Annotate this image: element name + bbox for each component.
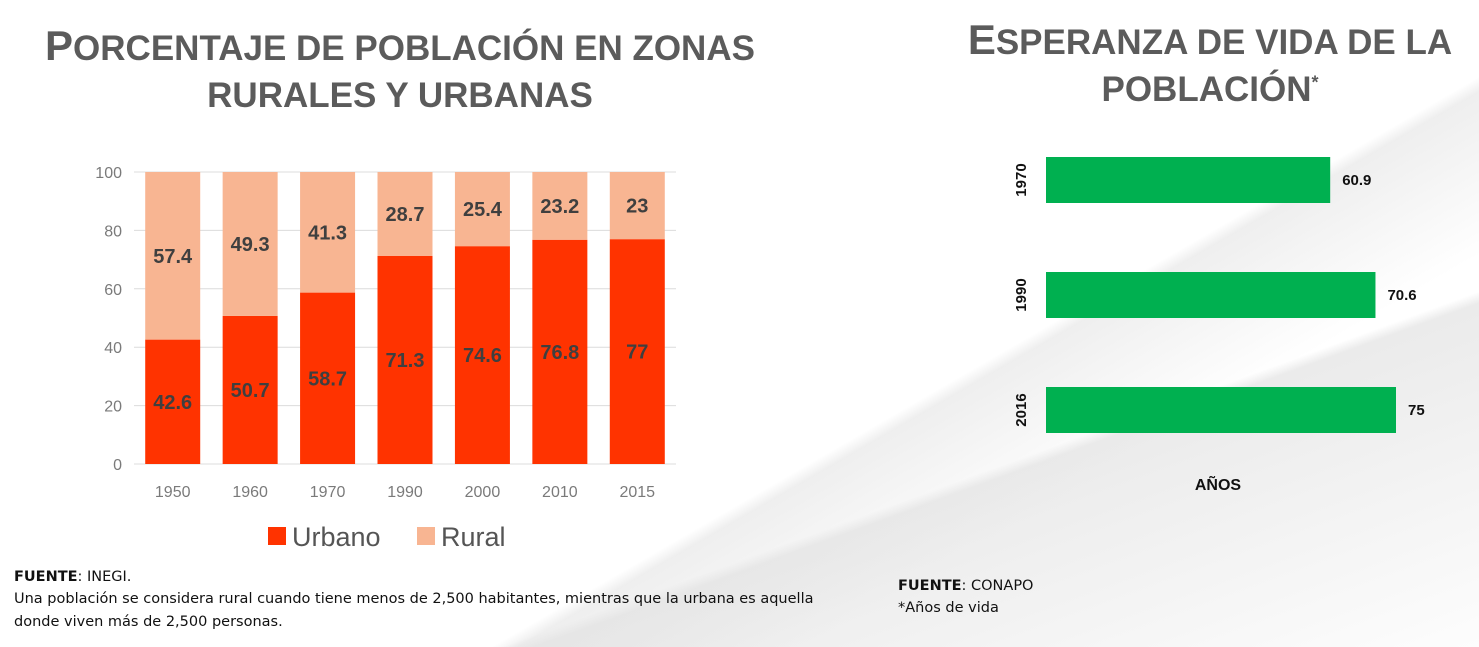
data-label: 75 bbox=[1408, 402, 1425, 419]
y-tick-label: 0 bbox=[113, 457, 122, 474]
bar-urbano-1960 bbox=[222, 315, 278, 464]
bar-1970 bbox=[1046, 157, 1331, 203]
legend-label-urbano: Urbano bbox=[292, 522, 381, 552]
bar-urbano-1970 bbox=[300, 292, 356, 464]
y-tick-label: 100 bbox=[95, 165, 122, 182]
bar-1990 bbox=[1046, 272, 1376, 318]
bar-rural-2010 bbox=[532, 172, 588, 240]
y-tick-label: 20 bbox=[104, 399, 122, 416]
source-note-conapo: FUENTE: CONAPO *Años de vida bbox=[898, 575, 1298, 620]
bar-urbano-1990 bbox=[377, 255, 433, 464]
urban-rural-chart-title: Porcentaje de población en zonas rurales… bbox=[45, 22, 755, 116]
source-label: FUENTE bbox=[14, 569, 78, 585]
bar-urbano-2015 bbox=[609, 239, 665, 464]
legend-swatch-rural bbox=[417, 527, 435, 545]
footnote-text: *Años de vida bbox=[898, 600, 999, 617]
urban-rural-stacked-bar-chart: 0 20 40 60 80 100 42.6 57.4 1950 50.7 49.3 1960 58.7… bbox=[95, 165, 676, 552]
bar-rural-1950 bbox=[145, 172, 201, 340]
x-tick-label: 2010 bbox=[542, 484, 578, 501]
data-label-rural: 49.3 bbox=[231, 234, 270, 256]
data-label-urbano: 71.3 bbox=[386, 350, 425, 372]
data-label-rural: 57.4 bbox=[153, 246, 193, 268]
bar-rural-1960 bbox=[222, 172, 278, 316]
legend-label-rural: Rural bbox=[441, 522, 506, 552]
y-tick-label: 1970 bbox=[1013, 163, 1030, 196]
data-label-rural: 25.4 bbox=[463, 199, 503, 221]
data-label-urbano: 58.7 bbox=[308, 368, 347, 390]
x-tick-label: 1960 bbox=[232, 484, 268, 501]
x-tick-label: 1990 bbox=[387, 484, 423, 501]
data-label-rural: 23 bbox=[626, 196, 648, 218]
x-tick-label: 1950 bbox=[155, 484, 191, 501]
bar-urbano-2010 bbox=[532, 239, 588, 464]
x-tick-label: 2000 bbox=[465, 484, 501, 501]
source-label: FUENTE bbox=[898, 578, 962, 594]
y-tick-label: 1990 bbox=[1013, 278, 1030, 311]
data-label-urbano: 50.7 bbox=[231, 380, 270, 402]
data-label-urbano: 76.8 bbox=[540, 342, 579, 364]
source-value: : CONAPO bbox=[961, 578, 1034, 594]
bar-rural-2000 bbox=[454, 172, 510, 247]
data-label-urbano: 42.6 bbox=[153, 392, 192, 414]
bar-urbano-1950 bbox=[145, 339, 201, 464]
x-tick-label: 1970 bbox=[310, 484, 346, 501]
x-tick-label: 2015 bbox=[619, 484, 655, 501]
data-label-urbano: 77 bbox=[626, 342, 648, 364]
y-tick-label: 40 bbox=[104, 340, 122, 357]
source-note-inegi: FUENTE: INEGI. Una población se consider… bbox=[14, 566, 814, 633]
y-tick-label: 2016 bbox=[1013, 393, 1030, 426]
life-expectancy-chart-title: Esperanza de vida de la población* bbox=[967, 16, 1453, 110]
data-label-rural: 28.7 bbox=[386, 204, 425, 226]
bar-rural-1970 bbox=[300, 172, 356, 293]
source-value: : INEGI. bbox=[77, 569, 132, 585]
data-label-rural: 23.2 bbox=[540, 196, 579, 218]
data-label-rural: 41.3 bbox=[308, 222, 347, 244]
bar-2016 bbox=[1046, 387, 1396, 433]
bar-rural-2015 bbox=[609, 172, 665, 240]
data-label: 70.6 bbox=[1387, 287, 1416, 304]
life-expectancy-bar-chart: 60.9 1970 70.6 1990 75 2016 AÑOS bbox=[1013, 157, 1425, 494]
legend-swatch-urbano bbox=[268, 527, 286, 545]
data-label-urbano: 74.6 bbox=[463, 345, 502, 367]
rural-definition-text: Una población se considera rural cuando … bbox=[14, 591, 814, 630]
y-tick-label: 60 bbox=[104, 282, 122, 299]
y-tick-label: 80 bbox=[104, 223, 122, 240]
x-axis-label: AÑOS bbox=[1195, 474, 1242, 494]
data-label: 60.9 bbox=[1342, 172, 1371, 189]
bar-urbano-2000 bbox=[454, 246, 510, 464]
bar-rural-1990 bbox=[377, 172, 433, 256]
